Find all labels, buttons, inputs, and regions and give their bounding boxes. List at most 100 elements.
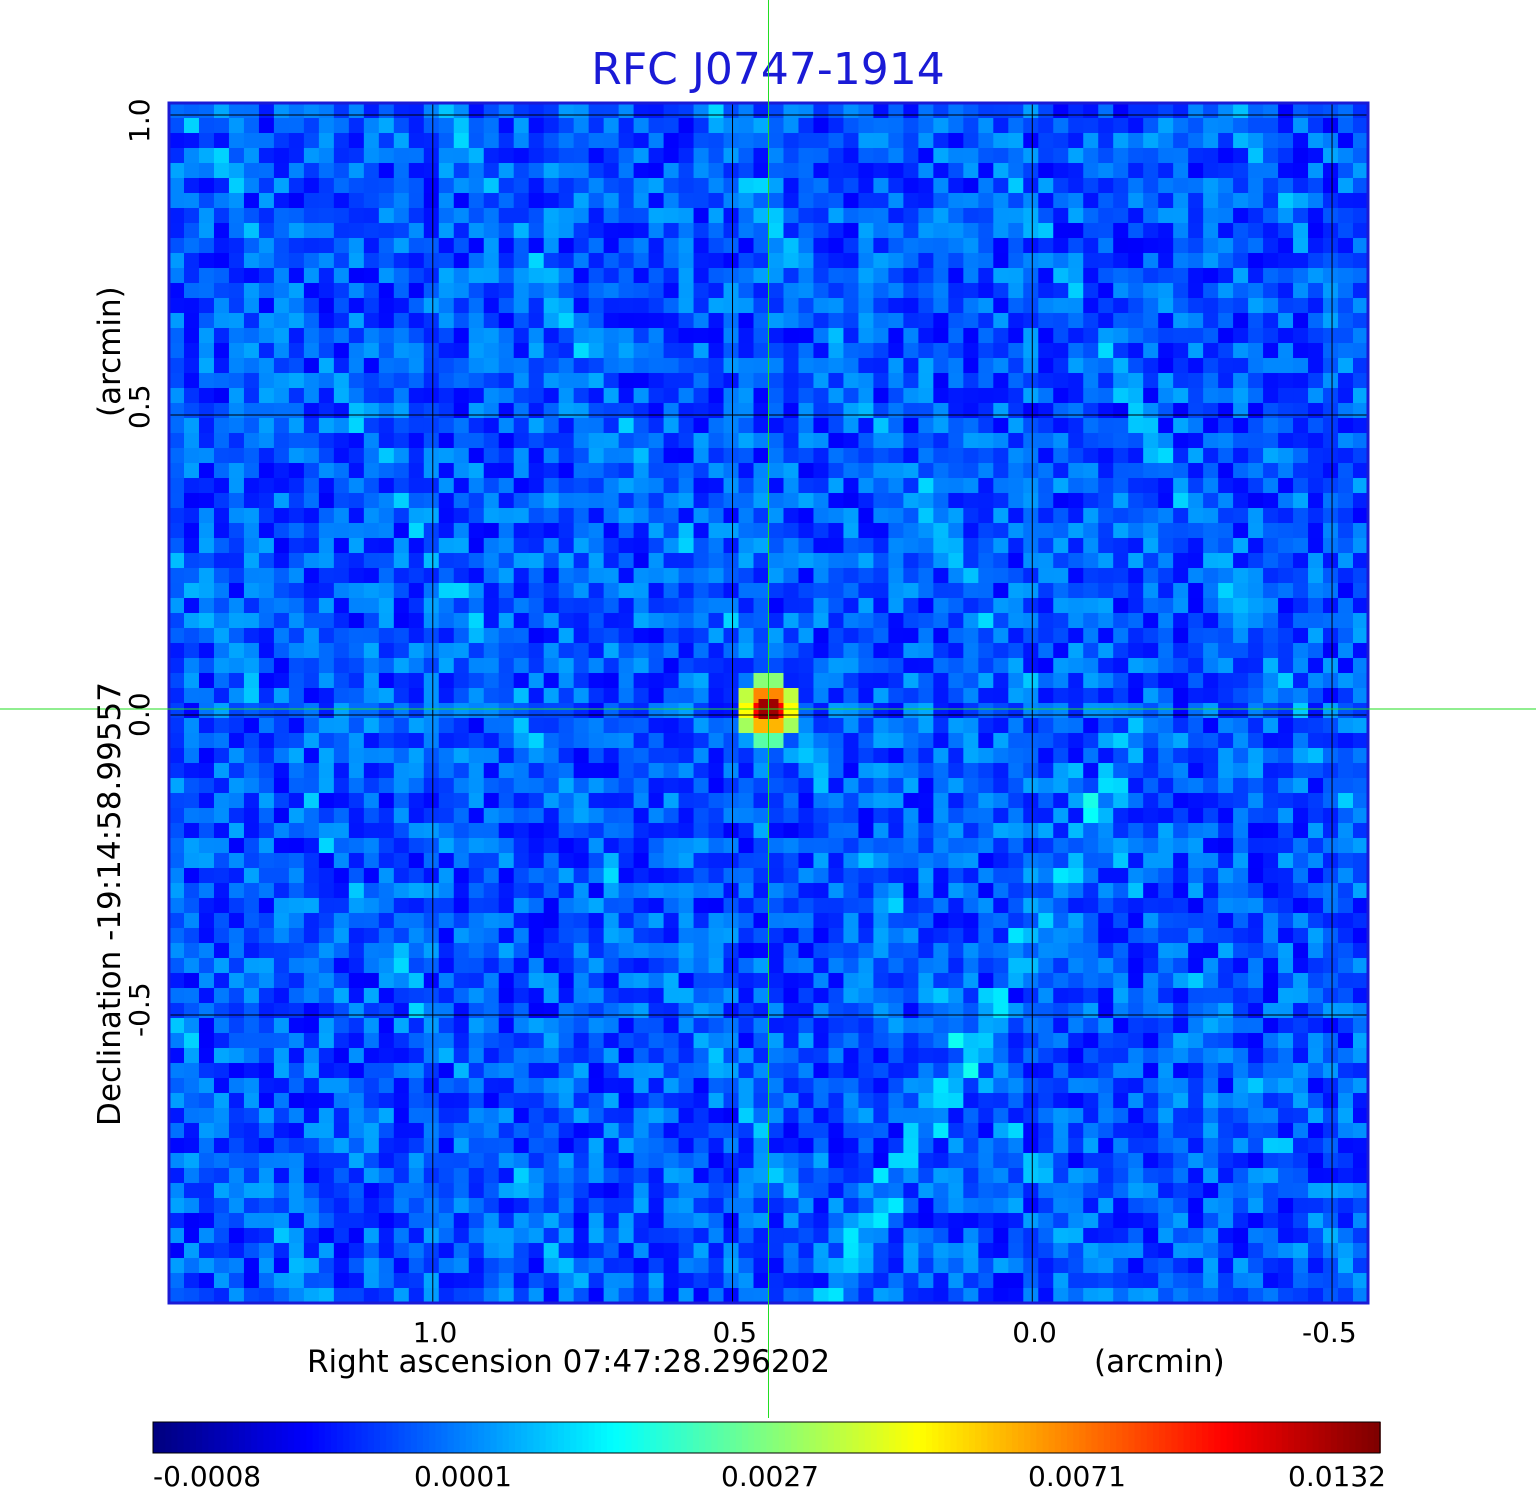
heatmap-cell	[1068, 388, 1084, 404]
heatmap-cell	[723, 868, 740, 884]
heatmap-cell	[738, 868, 755, 884]
heatmap-cell	[738, 223, 755, 239]
heatmap-cell	[1008, 163, 1024, 179]
heatmap-cell	[1233, 718, 1249, 734]
heatmap-cell	[963, 808, 979, 824]
heatmap-cell	[1338, 778, 1354, 794]
heatmap-cell	[228, 118, 245, 134]
heatmap-cell	[1158, 748, 1174, 764]
heatmap-cell	[858, 493, 875, 509]
heatmap-cell	[483, 928, 500, 944]
heatmap-cell	[273, 658, 290, 674]
heatmap-cell	[888, 433, 904, 449]
heatmap-cell	[483, 613, 500, 629]
heatmap-cell	[1098, 553, 1114, 569]
heatmap-cell	[498, 253, 515, 269]
heatmap-cell	[1278, 163, 1294, 179]
heatmap-cell	[888, 388, 904, 404]
heatmap-cell	[693, 718, 710, 734]
heatmap-cell	[273, 463, 290, 479]
heatmap-cell	[708, 103, 725, 119]
heatmap-cell	[1098, 583, 1114, 599]
heatmap-cell	[618, 703, 635, 719]
heatmap-cell	[1128, 568, 1144, 584]
heatmap-cell	[963, 328, 979, 344]
heatmap-cell	[1158, 643, 1174, 659]
heatmap-cell	[1143, 613, 1159, 629]
heatmap-cell	[333, 283, 350, 299]
heatmap-cell	[873, 298, 889, 314]
heatmap-cell	[618, 928, 635, 944]
heatmap-cell	[348, 1003, 365, 1019]
heatmap-cell	[783, 898, 800, 914]
heatmap-cell	[1248, 118, 1264, 134]
heatmap-cell	[528, 253, 545, 269]
heatmap-cell	[498, 238, 515, 254]
heatmap-cell	[288, 823, 305, 839]
heatmap-cell	[513, 148, 530, 164]
heatmap-cell	[693, 373, 710, 389]
heatmap-cell	[858, 283, 875, 299]
heatmap-cell	[1338, 538, 1354, 554]
heatmap-cell	[1128, 508, 1144, 524]
heatmap-cell	[708, 358, 725, 374]
heatmap-cell	[1158, 913, 1174, 929]
heatmap-cell	[588, 973, 605, 989]
heatmap-cell	[678, 838, 695, 854]
heatmap-cell	[918, 433, 934, 449]
heatmap-cell	[468, 718, 485, 734]
heatmap-cell	[798, 778, 815, 794]
heatmap-cell	[528, 1033, 545, 1049]
heatmap-cell	[768, 553, 785, 569]
heatmap-cell	[603, 1003, 620, 1019]
heatmap-cell	[438, 508, 455, 524]
heatmap-cell	[963, 283, 979, 299]
heatmap-cell	[1323, 958, 1339, 974]
heatmap-cell	[618, 553, 635, 569]
heatmap-cell	[393, 568, 410, 584]
heatmap-cell	[1113, 853, 1129, 869]
heatmap-cell	[588, 853, 605, 869]
heatmap-cell	[408, 343, 425, 359]
heatmap-cell	[963, 973, 979, 989]
heatmap-cell	[408, 223, 425, 239]
heatmap-cell	[1233, 328, 1249, 344]
heatmap-cell	[1218, 913, 1234, 929]
heatmap-cell	[1173, 568, 1189, 584]
heatmap-cell	[1053, 433, 1069, 449]
heatmap-cell	[543, 868, 560, 884]
heatmap-cell	[378, 868, 395, 884]
heatmap-cell	[873, 748, 889, 764]
heatmap-cell	[1068, 868, 1084, 884]
heatmap-cell	[183, 133, 200, 149]
heatmap-cell	[1248, 148, 1264, 164]
heatmap-cell	[453, 658, 470, 674]
heatmap-cell	[1308, 253, 1324, 269]
heatmap-cell	[333, 508, 350, 524]
heatmap-cell	[843, 928, 860, 944]
heatmap-cell	[1338, 973, 1354, 989]
heatmap-cell	[423, 328, 440, 344]
heatmap-cell	[363, 628, 380, 644]
heatmap-cell	[603, 943, 620, 959]
heatmap-cell	[1308, 808, 1324, 824]
heatmap-cell	[993, 118, 1009, 134]
heatmap-cell	[1248, 103, 1264, 119]
heatmap-cell	[783, 1003, 800, 1019]
heatmap-cell	[888, 193, 904, 209]
heatmap-cell	[348, 793, 365, 809]
heatmap-cell	[603, 718, 620, 734]
heatmap-cell	[169, 673, 185, 689]
heatmap-cell	[1068, 748, 1084, 764]
heatmap-cell	[993, 973, 1009, 989]
heatmap-cell	[723, 313, 740, 329]
heatmap-cell	[1293, 673, 1309, 689]
heatmap-cell	[1248, 463, 1264, 479]
heatmap-cell	[198, 433, 215, 449]
heatmap-cell	[753, 283, 770, 299]
heatmap-cell	[169, 223, 185, 239]
heatmap-cell	[903, 1018, 919, 1034]
heatmap-cell	[1203, 868, 1219, 884]
heatmap-cell	[828, 598, 845, 614]
heatmap-cell	[828, 733, 845, 749]
